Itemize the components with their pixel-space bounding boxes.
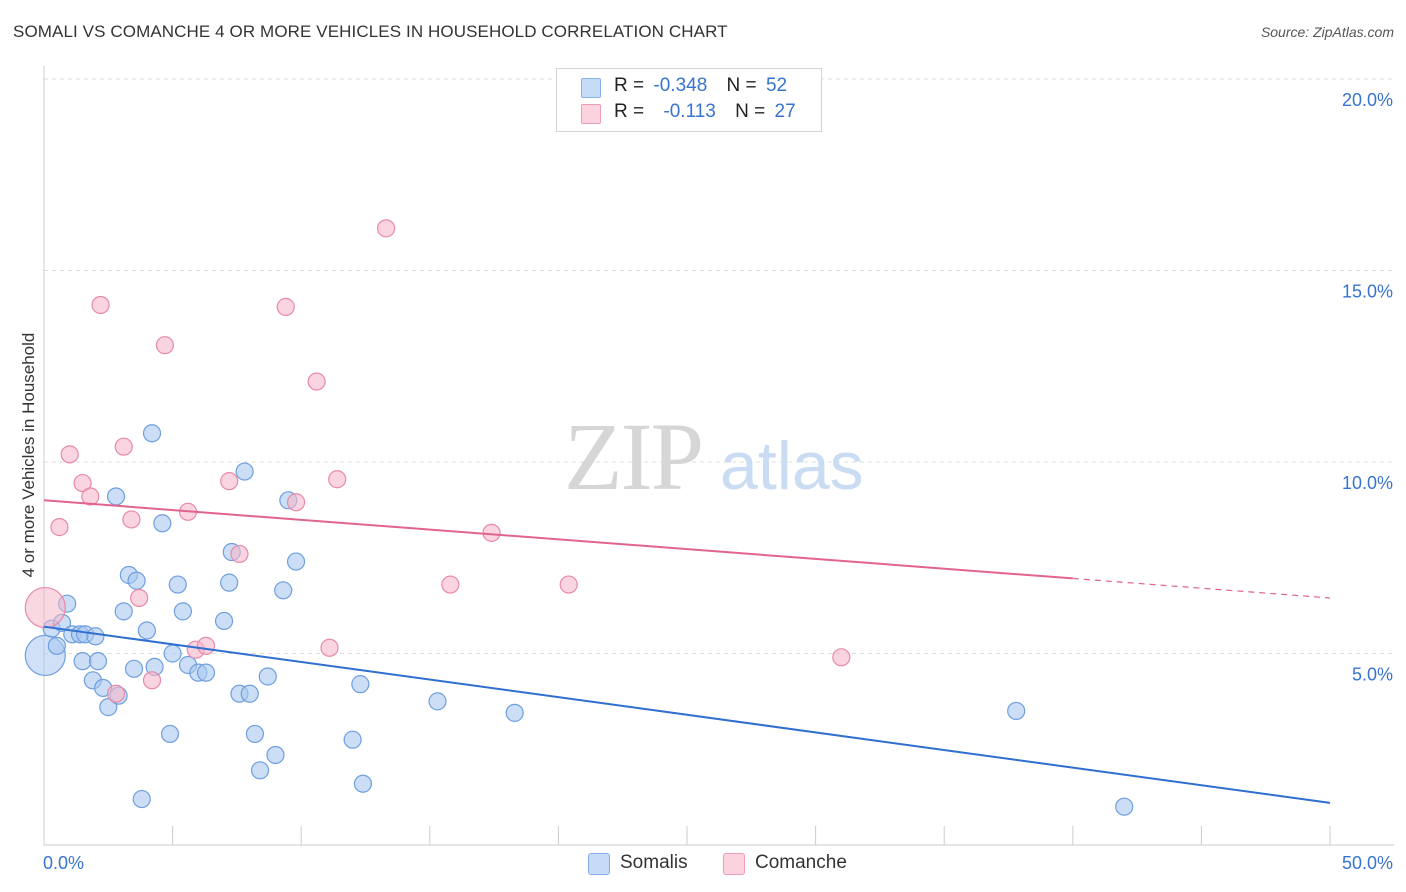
- somalis-point: [173, 602, 192, 621]
- gridlines: [44, 78, 1394, 654]
- comanche-point: [320, 638, 339, 657]
- legend-n-label: N =: [735, 101, 766, 122]
- comanche-point: [91, 295, 110, 315]
- somalis-point: [258, 667, 277, 686]
- somalis-point: [505, 703, 524, 722]
- somalis-point: [196, 663, 216, 682]
- comanche-point: [73, 473, 92, 493]
- somalis-point: [99, 698, 118, 717]
- legend-swatch-comanche: [581, 104, 601, 124]
- comanche-point: [230, 544, 249, 564]
- comanche-point: [276, 297, 295, 316]
- y-tick-label: 15.0%: [1342, 282, 1393, 302]
- somalis-point: [114, 602, 133, 621]
- legend-n-value: 27: [774, 101, 796, 122]
- x-tick-label: 50.0%: [1342, 853, 1393, 873]
- comanche-point: [155, 336, 174, 355]
- somalis-point: [88, 652, 108, 671]
- somalis-point: [132, 789, 151, 809]
- chart-title: SOMALI VS COMANCHE 4 OR MORE VEHICLES IN…: [13, 22, 728, 41]
- somalis-point: [124, 659, 144, 678]
- y-tick-label: 10.0%: [1342, 473, 1393, 493]
- somalis-point: [214, 611, 234, 631]
- somalis-point: [127, 571, 146, 590]
- comanche-point: [196, 636, 216, 655]
- data-points: [24, 219, 1134, 816]
- somalis-point: [240, 684, 259, 703]
- legend-r-value: -0.348: [653, 75, 708, 96]
- legend-swatch-somalis: [581, 78, 601, 98]
- bottom-legend-label-somalis: Somalis: [620, 852, 688, 873]
- somalis-point: [153, 514, 172, 533]
- comanche-point: [24, 586, 66, 629]
- somalis-point: [353, 774, 373, 793]
- comanche-trend-extension: [1072, 577, 1331, 599]
- tick-labels: 20.0% 15.0% 10.0% 5.0% 0.0% 50.0%: [43, 90, 1393, 873]
- somalis-point: [220, 573, 239, 592]
- legend-r-label: R =: [614, 101, 645, 122]
- watermark: ZIP atlas: [564, 403, 864, 510]
- comanche-point: [130, 588, 149, 608]
- comanche-point: [106, 684, 126, 703]
- somalis-point: [235, 462, 254, 481]
- somalis-trend-line: [43, 625, 1331, 804]
- comanche-point: [328, 470, 347, 489]
- comanche-point: [832, 648, 851, 667]
- somalis-point: [142, 424, 162, 443]
- somalis-point: [1115, 797, 1134, 816]
- legend-r-value: -0.113: [663, 101, 716, 122]
- somalis-point: [351, 675, 370, 694]
- trend-lines: [43, 499, 1331, 804]
- somalis-point: [274, 581, 293, 600]
- somalis-point: [106, 487, 126, 506]
- somalis-point: [137, 621, 156, 640]
- y-tick-label: 20.0%: [1342, 90, 1393, 110]
- somalis-point: [286, 552, 306, 571]
- somalis-point: [250, 761, 270, 780]
- somalis-point: [245, 724, 265, 744]
- legend-r-label: R =: [614, 75, 645, 96]
- somalis-point: [163, 644, 182, 663]
- comanche-point: [50, 518, 69, 537]
- somalis-point: [73, 652, 92, 671]
- bottom-legend-label-comanche: Comanche: [755, 852, 847, 873]
- comanche-point: [559, 575, 578, 594]
- somalis-point: [160, 724, 180, 744]
- comanche-point: [286, 493, 306, 512]
- x-tick-label: 0.0%: [43, 853, 84, 873]
- somalis-point: [266, 745, 285, 765]
- comanche-point: [441, 575, 460, 594]
- axes: [43, 66, 1394, 846]
- y-axis-label: 4 or more Vehicles in Household: [19, 333, 38, 578]
- somalis-point: [1007, 701, 1026, 721]
- source-credit: Source: ZipAtlas.com: [1260, 24, 1394, 40]
- bottom-legend-swatch-comanche: [723, 853, 745, 875]
- comanche-point: [220, 472, 239, 491]
- comanche-point: [122, 510, 141, 529]
- comanche-point: [114, 437, 133, 456]
- legend-n-value: 52: [765, 75, 788, 96]
- watermark-zip: ZIP: [564, 403, 702, 510]
- comanche-point: [60, 445, 79, 464]
- somalis-point: [86, 627, 105, 646]
- legend-n-label: N =: [726, 75, 757, 96]
- y-tick-label: 5.0%: [1352, 665, 1393, 685]
- comanche-point: [142, 671, 162, 690]
- watermark-atlas: atlas: [720, 428, 864, 504]
- somalis-point: [47, 636, 66, 655]
- comanche-point: [376, 219, 396, 238]
- somalis-point: [343, 730, 362, 749]
- somalis-point: [428, 692, 447, 711]
- bottom-legend-swatch-somalis: [588, 853, 610, 875]
- somalis-point: [168, 575, 187, 594]
- comanche-point: [81, 487, 100, 506]
- comanche-trend-line: [43, 499, 1073, 580]
- comanche-point: [307, 372, 326, 391]
- correlation-legend: R = -0.348 N = 52 R = -0.113 N = 27: [556, 68, 822, 132]
